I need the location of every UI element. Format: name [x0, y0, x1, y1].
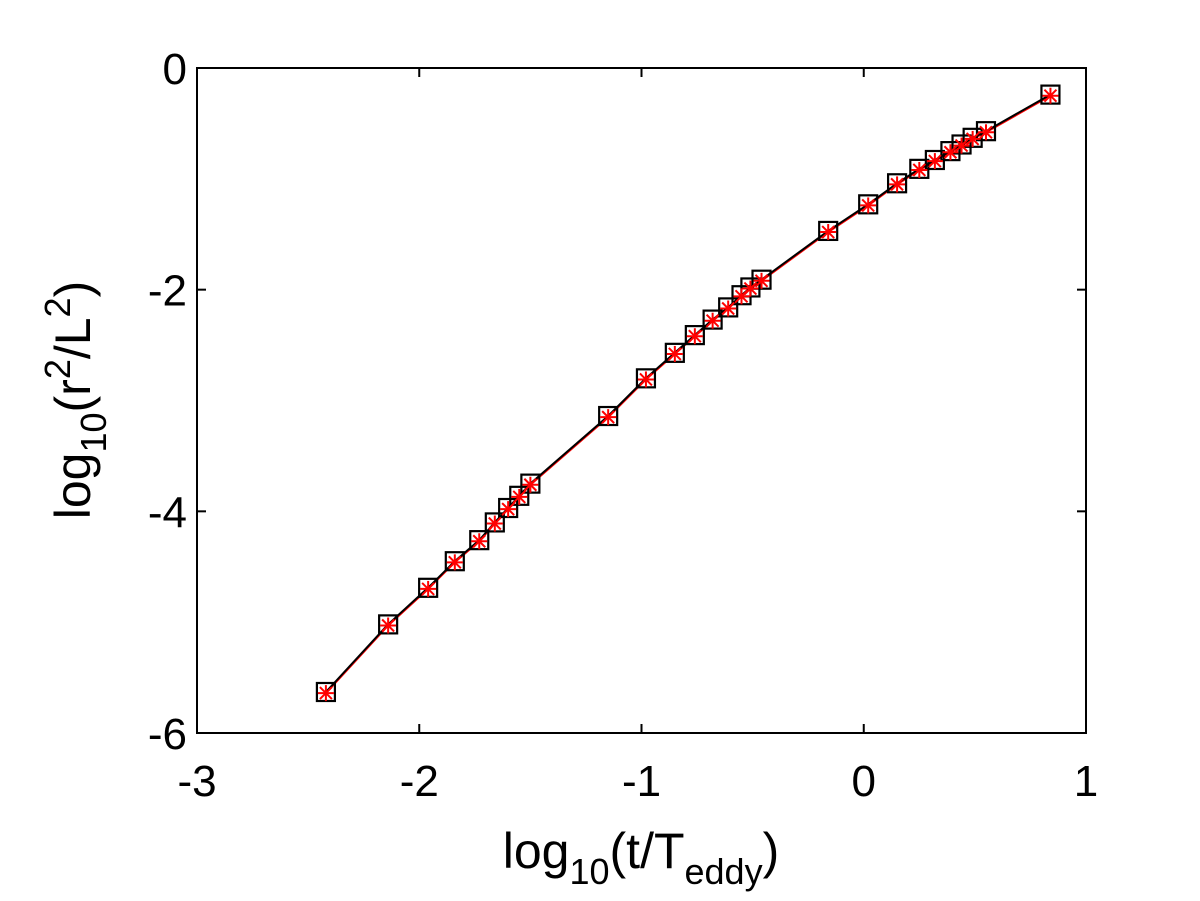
data-point-asterisk	[753, 272, 770, 289]
data-point-asterisk	[926, 153, 943, 170]
data-point-asterisk	[704, 312, 721, 329]
y-tick-label: -6	[148, 710, 187, 759]
data-point-asterisk	[1042, 87, 1059, 104]
data-point-asterisk	[511, 488, 528, 505]
data-point-asterisk	[942, 144, 959, 161]
y-axis-label: log10(r2/L2)	[37, 281, 114, 520]
x-tick-label: -3	[177, 757, 216, 806]
data-point-asterisk	[953, 137, 970, 154]
data-point-asterisk	[486, 515, 503, 532]
data-point-asterisk	[889, 176, 906, 193]
data-point-asterisk	[522, 476, 539, 493]
data-point-asterisk	[317, 685, 334, 702]
x-tick-label: -2	[400, 757, 439, 806]
x-tick-label: -1	[622, 757, 661, 806]
data-point-asterisk	[860, 197, 877, 214]
data-point-asterisk	[911, 161, 928, 178]
data-point-asterisk	[742, 280, 759, 297]
y-tick-label: 0	[163, 45, 187, 94]
x-tick-labels: -3 -2 -1 0 1	[177, 757, 1098, 806]
x-axis-label: log10(t/Teddy)	[503, 823, 780, 892]
data-point-asterisk	[666, 345, 683, 362]
data-point-asterisk	[471, 533, 488, 550]
data-point-asterisk	[420, 580, 437, 597]
y-tick-label: -4	[148, 488, 187, 537]
data-point-asterisk	[964, 130, 981, 147]
data-point-asterisk	[820, 224, 837, 241]
tick-marks	[196, 67, 1087, 734]
data-point-asterisk	[637, 371, 654, 388]
data-point-asterisk	[600, 409, 617, 426]
y-tick-label: -2	[148, 267, 187, 316]
y-tick-labels: -6 -4 -2 0	[148, 45, 187, 759]
x-tick-label: 0	[852, 757, 876, 806]
data-point-asterisk	[380, 617, 397, 634]
series-layer	[315, 84, 1061, 703]
data-point-asterisk	[720, 300, 737, 317]
data-point-asterisk	[977, 124, 994, 141]
plot-area	[196, 67, 1087, 734]
data-point-asterisk	[446, 554, 463, 571]
data-point-asterisk	[500, 501, 517, 518]
x-tick-label: 1	[1074, 757, 1098, 806]
data-point-asterisk	[686, 328, 703, 345]
